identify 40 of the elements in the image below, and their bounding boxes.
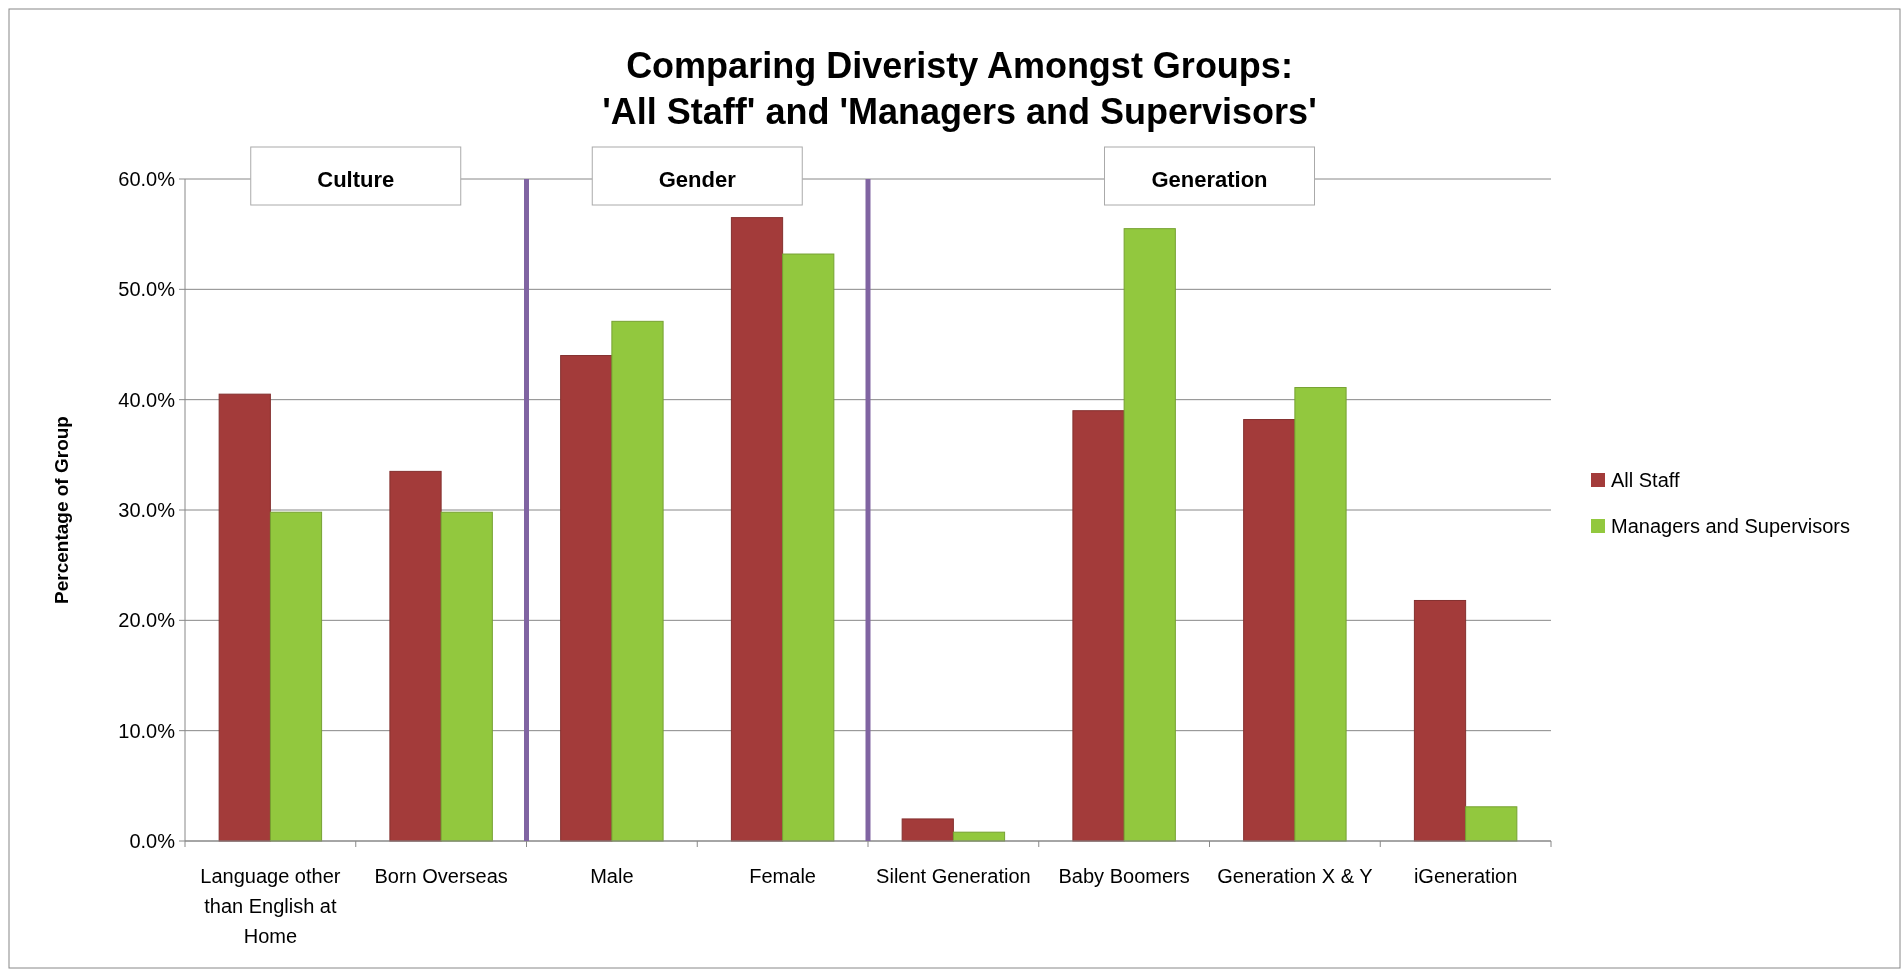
bar (1465, 806, 1518, 842)
bar (1123, 228, 1176, 842)
x-tick-label: Baby Boomers (1058, 865, 1190, 887)
y-tick-label: 20.0% (118, 609, 176, 632)
bar (901, 818, 954, 842)
y-tick-label: 30.0% (118, 499, 176, 521)
y-tick-label: 60.0% (118, 168, 176, 190)
chart-title: Comparing Diveristy Amongst Groups: 'All Staff' and 'Managers and Supervisors' (602, 45, 1317, 132)
bar (269, 511, 323, 842)
annotation: Culture (317, 166, 395, 192)
bar (1413, 599, 1467, 842)
bar (730, 217, 784, 842)
x-tick-label: Male (590, 865, 634, 887)
heading-box: Generation (1104, 146, 1315, 206)
annotation: Generation (1151, 166, 1268, 192)
legend-label: Managers and Supervisors (1611, 515, 1851, 537)
y-tick-label: 0.0% (129, 830, 176, 852)
bar (782, 253, 835, 842)
bar (218, 393, 271, 842)
legend-label: All Staff (1611, 469, 1680, 491)
bar (389, 470, 442, 842)
bar (440, 511, 493, 842)
y-tick-label: 50.0% (118, 278, 176, 301)
annotation: Gender (658, 166, 737, 192)
bar (1294, 387, 1347, 842)
bar (560, 355, 613, 842)
y-tick-label: 10.0% (118, 719, 176, 742)
x-tick-label: iGeneration (1413, 865, 1518, 887)
heading-box: Culture (250, 146, 462, 206)
bar (1243, 419, 1296, 842)
bar (1072, 410, 1125, 842)
y-axis-title: Percentage of Group (51, 416, 72, 604)
x-tick-label: Language other than English at Home (200, 865, 341, 947)
y-tick-label: 40.0% (118, 388, 176, 411)
x-tick-label: Born Overseas (374, 865, 508, 887)
x-tick-label: Generation X & Y (1217, 865, 1373, 887)
heading-box: Gender (591, 146, 803, 206)
x-tick-label: Female (749, 865, 816, 887)
bar (611, 320, 664, 842)
x-tick-label: Silent Generation (876, 865, 1031, 887)
